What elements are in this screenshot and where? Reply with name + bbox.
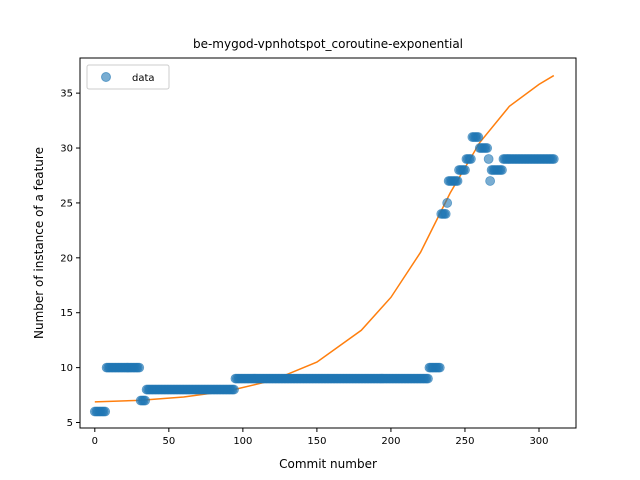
y-axis: 5 10 15 20 25 30 35 xyxy=(60,89,80,429)
data-series xyxy=(89,132,559,417)
data-point xyxy=(423,373,433,384)
fit-line xyxy=(94,74,555,403)
data-point xyxy=(473,132,484,142)
x-tick-label: 300 xyxy=(529,436,548,447)
data-point xyxy=(229,384,239,395)
legend-marker-data xyxy=(101,72,111,82)
data-point xyxy=(140,395,151,406)
y-tick-label: 15 xyxy=(60,308,73,319)
data-point xyxy=(548,154,559,164)
y-tick-label: 25 xyxy=(60,198,73,209)
data-point xyxy=(465,154,476,164)
x-tick-label: 200 xyxy=(381,436,400,447)
x-tick-label: 0 xyxy=(92,436,98,447)
plot-area xyxy=(80,58,576,428)
y-tick-label: 30 xyxy=(60,144,73,155)
y-axis-label: Number of instance of a feature xyxy=(32,147,46,339)
legend-label-data: data xyxy=(132,73,155,84)
data-point xyxy=(482,143,493,153)
x-axis: 0 50 100 150 200 250 300 xyxy=(92,428,549,447)
data-point xyxy=(460,165,470,175)
legend: data xyxy=(86,64,170,90)
data-point xyxy=(483,154,494,164)
legend-box xyxy=(86,64,170,90)
data-point xyxy=(497,165,507,175)
y-tick-label: 10 xyxy=(60,363,73,374)
x-tick-label: 150 xyxy=(307,436,326,447)
data-point xyxy=(100,406,111,417)
x-tick-label: 250 xyxy=(455,436,474,447)
data-point xyxy=(440,209,451,219)
plot-frame xyxy=(79,57,577,429)
data-point xyxy=(134,362,145,373)
y-tick-label: 5 xyxy=(67,418,73,429)
data-point xyxy=(485,176,496,186)
x-tick-label: 100 xyxy=(233,436,252,447)
data-point xyxy=(452,176,463,186)
chart-title: be-mygod-vpnhotspot_coroutine-exponentia… xyxy=(193,37,463,51)
fit-series xyxy=(94,74,555,403)
y-tick-label: 35 xyxy=(60,89,73,100)
x-axis-label: Commit number xyxy=(279,457,377,471)
y-tick-label: 20 xyxy=(60,253,73,264)
x-tick-label: 50 xyxy=(162,436,175,447)
data-point xyxy=(434,362,445,373)
data-point xyxy=(442,198,453,208)
